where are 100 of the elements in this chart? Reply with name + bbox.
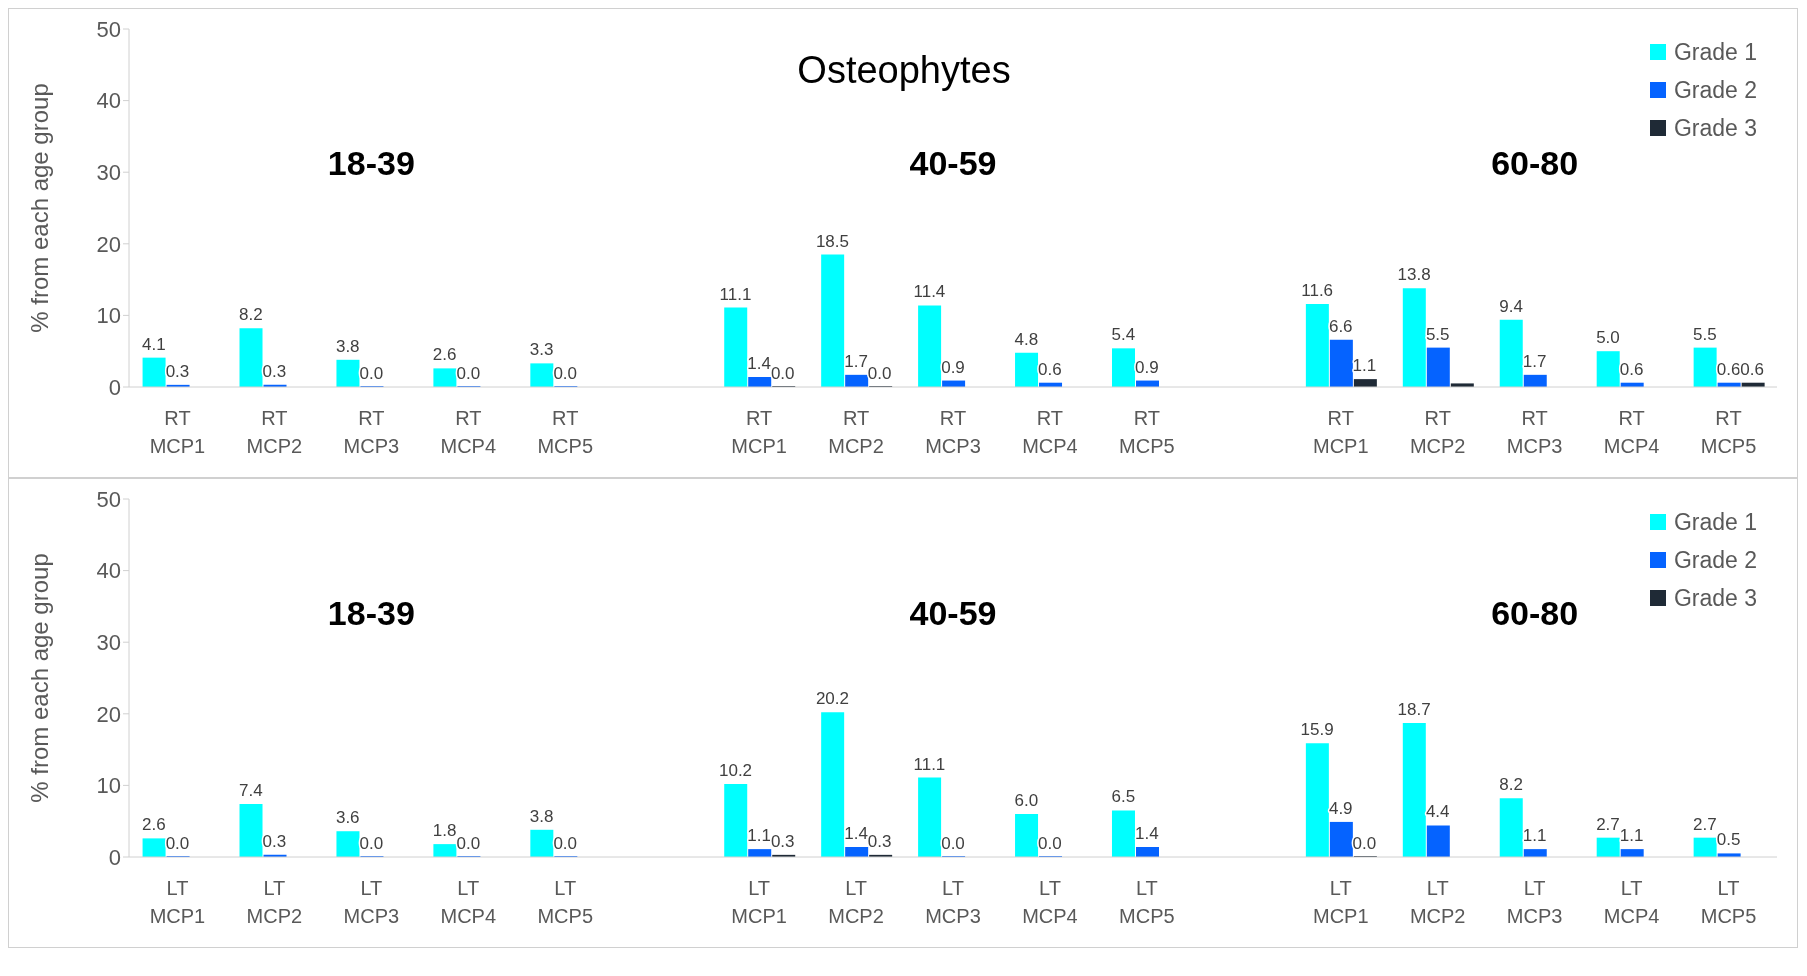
annotation: 40-59 <box>908 144 998 183</box>
y-axis-title: % from each age group <box>25 553 53 803</box>
y-tick-label: 40 <box>96 558 121 584</box>
data-label: 6.0 <box>1014 791 1039 811</box>
data-label: 18.5 <box>815 231 850 251</box>
data-label: 11.1 <box>913 754 946 774</box>
data-label: 0.0 <box>456 834 481 853</box>
y-axis-title: % from each age group <box>25 83 53 333</box>
data-label: 11.6 <box>1301 280 1334 300</box>
y-tick-label: 50 <box>96 16 121 42</box>
data-label: 9.4 <box>1499 296 1523 316</box>
x-tick-label: LT MCP3 <box>343 877 400 927</box>
y-tick-label: 10 <box>96 773 121 799</box>
data-label: 15.9 <box>1300 720 1334 740</box>
data-label: 1.4 <box>844 823 868 843</box>
x-tick-label: RT MCP1 <box>731 407 787 457</box>
data-label: 7.4 <box>238 781 263 801</box>
data-label: 5.0 <box>1596 328 1620 348</box>
data-label: 20.2 <box>815 689 850 709</box>
x-tick-label: RT MCP4 <box>1603 407 1660 457</box>
data-label: 3.8 <box>335 336 360 356</box>
data-label: 13.8 <box>1397 265 1431 285</box>
x-tick-label: LT MCP4 <box>440 877 497 927</box>
x-tick-label: RT MCP1 <box>1312 407 1369 457</box>
y-tick-label: 20 <box>96 231 121 257</box>
data-label: 0.0 <box>1352 834 1377 853</box>
legend-label: Grade 2 <box>1673 546 1757 575</box>
data-label: 6.6 <box>1328 316 1353 336</box>
x-tick-label: RT MCP1 <box>149 407 206 457</box>
y-tick-label: 40 <box>96 88 121 114</box>
data-label: 0.0 <box>770 364 795 383</box>
data-label: 0.6 <box>1619 359 1644 379</box>
x-tick-label: RT MCP3 <box>925 407 981 457</box>
annotation: 60-80 <box>1491 594 1579 632</box>
x-tick-label: LT MCP4 <box>1022 877 1078 927</box>
data-label: 8.2 <box>238 305 263 325</box>
x-tick-label: LT MCP5 <box>1119 877 1175 927</box>
x-tick-label: RT MCP5 <box>537 407 594 457</box>
x-tick-label: LT MCP1 <box>731 877 787 927</box>
legend-label: Grade 1 <box>1673 38 1757 67</box>
x-tick-label: LT MCP3 <box>1506 877 1563 927</box>
data-label: 11.4 <box>913 282 946 302</box>
data-label: 4.9 <box>1328 798 1353 818</box>
x-tick-label: RT MCP5 <box>1700 407 1757 457</box>
x-tick-label: LT MCP5 <box>1700 877 1757 927</box>
data-label: 0.6 <box>1038 359 1062 379</box>
data-label: 0.3 <box>262 831 287 851</box>
annotation: 18-39 <box>326 144 416 183</box>
x-tick-label: RT MCP4 <box>440 407 497 457</box>
y-tick-label: 0 <box>108 374 121 400</box>
data-label: 0.0 <box>553 364 578 383</box>
data-label: 2.7 <box>1693 814 1717 834</box>
data-label: 1.7 <box>1522 351 1547 371</box>
data-label: 0.9 <box>941 357 965 377</box>
data-label: 3.8 <box>529 806 554 826</box>
data-label: 0.3 <box>165 361 190 381</box>
data-label: 0.9 <box>1135 357 1159 377</box>
x-tick-label: LT MCP1 <box>149 877 206 927</box>
annotation: 18-39 <box>326 594 416 633</box>
data-label: 0.6 <box>1740 359 1764 379</box>
data-label: 0.3 <box>262 361 287 381</box>
data-label: 0.0 <box>867 364 892 383</box>
data-label: 0.3 <box>867 831 892 851</box>
x-tick-label: LT MCP1 <box>1312 877 1369 927</box>
x-tick-label: LT MCP4 <box>1603 877 1660 927</box>
data-label: 1.8 <box>432 821 457 841</box>
data-label: 0.0 <box>359 364 384 383</box>
legend-label: Grade 3 <box>1673 584 1757 613</box>
data-label: 1.1 <box>747 826 771 846</box>
x-tick-label: RT MCP2 <box>828 407 884 457</box>
data-label: 0.0 <box>359 834 384 853</box>
data-label: 1.1 <box>1352 356 1377 376</box>
data-label: 0.0 <box>165 834 190 853</box>
data-label: 2.7 <box>1596 814 1620 834</box>
data-label: 0.5 <box>1716 830 1741 850</box>
legend-label: Grade 2 <box>1673 76 1757 105</box>
data-label: 0.0 <box>1038 834 1062 853</box>
annotation: 40-59 <box>908 594 998 633</box>
y-tick-label: 30 <box>96 630 121 656</box>
legend-label: Grade 1 <box>1673 508 1757 537</box>
legend-label: Grade 3 <box>1673 114 1757 143</box>
text: Osteophytes <box>797 49 1011 91</box>
data-label: 4.1 <box>142 334 166 354</box>
y-tick-label: 0 <box>108 844 121 870</box>
data-label: 5.4 <box>1111 325 1136 345</box>
data-label: 4.4 <box>1425 802 1450 822</box>
x-tick-label: RT MCP5 <box>1119 407 1175 457</box>
data-label: 1.7 <box>844 351 868 371</box>
data-label: 18.7 <box>1397 700 1431 720</box>
y-tick-label: 20 <box>96 701 121 727</box>
data-label: 2.6 <box>432 345 457 365</box>
data-label: 4.8 <box>1014 329 1039 349</box>
data-label: 6.5 <box>1111 787 1136 807</box>
data-label: 1.1 <box>1522 826 1547 846</box>
data-label: 3.6 <box>335 808 360 828</box>
data-label: 3.3 <box>529 340 554 360</box>
x-tick-label: RT MCP2 <box>1409 407 1466 457</box>
y-tick-label: 50 <box>96 486 121 512</box>
data-label: 0.6 <box>1716 359 1741 379</box>
data-label: 0.0 <box>456 364 481 383</box>
